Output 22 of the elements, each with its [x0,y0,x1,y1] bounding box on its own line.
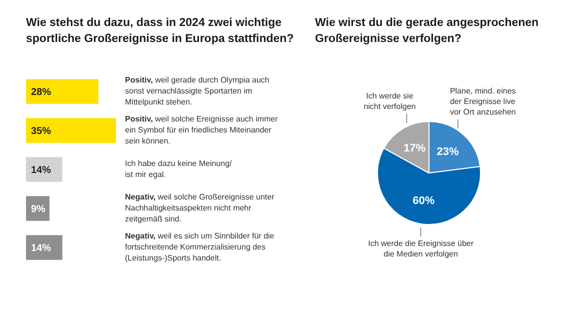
category-label: Positiv, weil solche Ereignisse auch immer ein Symbol für ein friedliches Miteinander sein können. [125,114,278,146]
category-label: Ich habe dazu keine Meinung/ ist mir egal. [125,159,232,180]
slice-label: Ich werde sie nicht verfolgen [364,91,416,111]
bar [26,79,98,104]
data-label: 9% [31,204,46,215]
bar [26,235,62,260]
data-label: 28% [31,86,52,98]
category-label: Negativ, weil solche Großereignisse unter Nachhaltigkeitsaspekten nicht mehr zeitgemäß sind. [125,192,274,224]
data-label: 17% [404,142,426,155]
bar [26,157,62,182]
bar [26,118,116,143]
data-label: 60% [412,194,435,207]
data-label: 23% [436,146,459,158]
text: Wie stehst du dazu, dass in 2024 zwei wichtige sportliche Großereignisse in Europa stattfinden? [26,16,295,47]
category-label: Positiv, weil gerade durch Olympia auch sonst vernachlässigte Sportarten im Mittelpunkt stehen. [125,76,270,107]
data-label: 14% [31,164,52,176]
chart-title: Wie wirst du die gerade angesprochenen Großereignisse verfolgen? [315,16,540,47]
slice-label: Plane, mind. eines der Ereignisse live vor Ort anzusehen [450,86,516,117]
slice-label: Ich werde die Ereignisse über die Medien verfolgen [368,238,474,258]
data-label: 14% [31,242,52,254]
data-label: 35% [31,126,52,137]
category-label: Negativ, weil es sich um Sinnbilder für die fortschreitende Kommerzialisierung des (Leistungs-)Sports handelt. [125,232,274,263]
